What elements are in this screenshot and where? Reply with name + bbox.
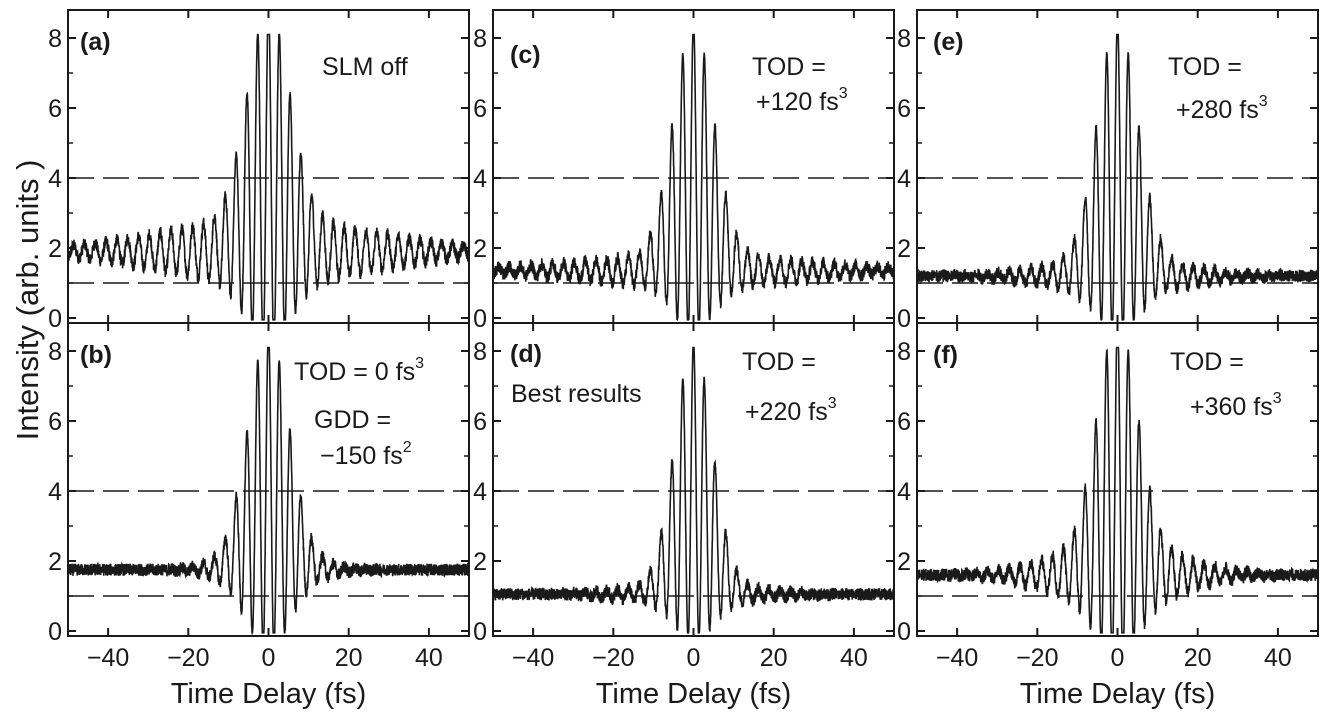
y-tick-label: 8 [473,338,487,366]
y-tick-label: 2 [897,235,911,263]
plot-frame [492,9,895,324]
panel-letter: (a) [80,28,111,56]
y-tick-label: 2 [48,548,62,576]
panel-e: 0 2 4 6 8 (e) TOD = +280 fs3 [897,9,1319,333]
y-tick-label: 8 [897,25,911,53]
y-tick-label: 4 [48,165,62,193]
y-tick-label: 0 [897,618,911,646]
panel-b: 0 2 4 6 8 −40 −20 0 20 40 Time Delay (fs) (b) TOD = … [48,322,470,710]
autocorrelation-trace [492,33,895,321]
annotation: +360 fs3 [1190,390,1282,421]
y-tick-label: 0 [473,618,487,646]
y-tick-label: 2 [473,235,487,263]
plot-frame [67,9,470,324]
y-tick-label: 4 [473,165,487,193]
x-tick-label: −20 [1016,644,1058,672]
x-tick-label: 20 [1184,644,1212,672]
panel-letter: (e) [933,28,964,56]
y-tick-label: 2 [473,548,487,576]
y-tick-label: 0 [48,305,62,333]
y-tick-label: 0 [897,305,911,333]
panel-letter: (b) [80,341,112,369]
autocorrelation-trace [67,346,470,636]
panel-d: 0 2 4 6 8 −40 −20 0 20 40 Time Delay (fs) (d) Best r… [473,322,895,710]
x-axis-label: Time Delay (fs) [171,678,367,710]
y-tick-label: 8 [48,25,62,53]
y-tick-label: 6 [473,408,487,436]
panel-f: 0 2 4 6 8 −40 −20 0 20 40 Time Delay (fs) (f) TOD = +… [897,322,1319,710]
y-tick-label: 8 [48,338,62,366]
plot-frame [916,322,1319,637]
autocorrelation-trace [916,33,1319,321]
y-tick-label: 8 [897,338,911,366]
annotation: +280 fs3 [1176,93,1268,124]
x-axis-label: Time Delay (fs) [1020,678,1216,710]
x-tick-label: −20 [592,644,634,672]
y-tick-label: 6 [48,408,62,436]
y-tick-label: 4 [473,478,487,506]
x-tick-label: −20 [167,644,209,672]
y-tick-label: 2 [48,235,62,263]
autocorrelation-trace [67,33,470,321]
x-tick-label: 40 [415,644,443,672]
x-tick-label: −40 [87,644,129,672]
x-axis-label: Time Delay (fs) [596,678,792,710]
annotation: GDD = [314,406,391,434]
x-tick-label: 40 [1264,644,1292,672]
annotation: TOD = 0 fs3 [294,355,424,386]
annotation: SLM off [322,53,408,81]
annotation: Best results [511,380,642,408]
annotation: TOD = [752,53,826,81]
x-tick-label: 0 [262,644,276,672]
y-tick-label: 0 [473,305,487,333]
y-axis-label: Intensity (arb. units ) [10,160,45,441]
panel-letter: (c) [510,41,541,69]
annotation: +120 fs3 [756,85,848,116]
y-tick-label: 6 [48,95,62,123]
x-tick-label: 0 [1111,644,1125,672]
panel-a: 0 2 4 6 8 (a) SLM off [48,9,470,333]
x-tick-label: −40 [936,644,978,672]
y-tick-label: 6 [897,408,911,436]
annotation: TOD = [1168,53,1242,81]
annotation: TOD = [1170,348,1244,376]
y-tick-label: 6 [473,95,487,123]
y-tick-label: 2 [897,548,911,576]
autocorrelation-trace [492,346,895,634]
y-tick-label: 6 [897,95,911,123]
panel-letter: (f) [933,341,958,369]
annotation: −150 fs2 [320,439,412,470]
y-tick-label: 4 [897,165,911,193]
x-tick-label: 40 [840,644,868,672]
panel-letter: (d) [510,340,542,368]
autocorrelation-trace [916,346,1319,634]
y-tick-label: 0 [48,618,62,646]
x-tick-label: 20 [760,644,788,672]
x-tick-label: −40 [512,644,554,672]
annotation: TOD = [742,348,816,376]
y-tick-label: 4 [897,478,911,506]
y-tick-label: 8 [473,25,487,53]
annotation: +220 fs3 [745,395,837,426]
y-tick-label: 4 [48,478,62,506]
panel-c: 0 2 4 6 8 (c) TOD = +120 fs3 [473,9,895,333]
x-tick-label: 0 [687,644,701,672]
x-tick-label: 20 [335,644,363,672]
